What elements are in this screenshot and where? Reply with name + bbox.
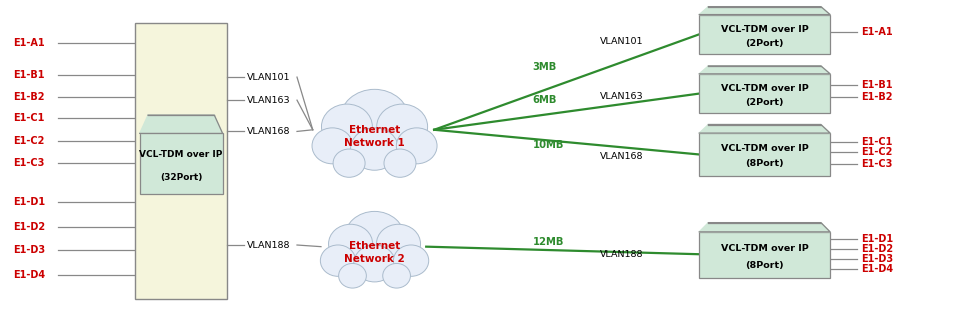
Ellipse shape [394,245,429,276]
Text: VCL-TDM over IP: VCL-TDM over IP [721,84,809,93]
FancyBboxPatch shape [699,74,830,113]
Text: E1-D1: E1-D1 [861,234,893,244]
Text: E1-C3: E1-C3 [13,158,45,168]
Text: E1-C3: E1-C3 [861,159,892,169]
Text: 3MB: 3MB [533,62,557,72]
Ellipse shape [329,224,372,264]
FancyBboxPatch shape [699,232,830,278]
FancyBboxPatch shape [135,23,227,299]
Ellipse shape [339,89,409,151]
Text: VLAN101: VLAN101 [601,37,643,46]
Text: E1-A1: E1-A1 [13,38,45,47]
Text: 6MB: 6MB [533,95,557,105]
FancyBboxPatch shape [699,15,830,54]
Text: E1-C1: E1-C1 [13,113,45,123]
Text: E1-B2: E1-B2 [13,92,45,102]
Text: E1-B2: E1-B2 [861,92,892,102]
Text: 12MB: 12MB [533,237,564,247]
Ellipse shape [354,245,396,282]
Text: E1-B1: E1-B1 [13,70,45,80]
Text: E1-A1: E1-A1 [861,27,892,37]
Text: (8Port): (8Port) [746,159,784,168]
Text: E1-C2: E1-C2 [13,136,45,146]
Text: Ethernet
Network 1: Ethernet Network 1 [344,124,405,148]
Ellipse shape [322,104,372,149]
Text: E1-C2: E1-C2 [861,147,892,157]
Text: Ethernet
Network 2: Ethernet Network 2 [344,241,405,264]
Text: E1-D2: E1-D2 [861,244,893,254]
Text: VLAN168: VLAN168 [601,152,643,161]
FancyBboxPatch shape [140,133,223,194]
Text: 10MB: 10MB [533,139,564,150]
Polygon shape [699,66,830,74]
Text: (8Port): (8Port) [746,261,784,270]
Text: E1-D4: E1-D4 [13,270,45,280]
Ellipse shape [344,211,404,265]
Text: E1-D4: E1-D4 [861,264,893,274]
Text: VCL-TDM over IP: VCL-TDM over IP [140,150,223,159]
Ellipse shape [338,264,366,288]
Text: (2Port): (2Port) [746,39,783,47]
Text: VLAN188: VLAN188 [601,250,643,259]
Text: (32Port): (32Port) [160,173,202,182]
Polygon shape [699,223,830,232]
Text: VLAN163: VLAN163 [247,96,291,105]
Text: VLAN188: VLAN188 [247,240,290,250]
Text: VCL-TDM over IP: VCL-TDM over IP [721,144,809,153]
FancyBboxPatch shape [699,133,830,176]
Text: E1-D1: E1-D1 [13,197,45,207]
Ellipse shape [321,245,356,276]
Ellipse shape [312,128,353,164]
Text: (2Port): (2Port) [746,98,783,107]
Text: E1-D2: E1-D2 [13,222,45,232]
Ellipse shape [376,224,421,264]
Ellipse shape [377,104,428,149]
Text: E1-D3: E1-D3 [861,254,893,264]
Polygon shape [699,7,830,15]
Polygon shape [140,115,223,133]
Text: VCL-TDM over IP: VCL-TDM over IP [721,244,809,253]
Ellipse shape [384,149,416,177]
Ellipse shape [383,264,410,288]
Ellipse shape [333,149,365,177]
Ellipse shape [351,128,399,170]
Text: VCL-TDM over IP: VCL-TDM over IP [721,25,809,34]
Text: E1-D3: E1-D3 [13,245,45,255]
Text: VLAN168: VLAN168 [247,127,290,136]
Polygon shape [699,124,830,133]
Text: E1-C1: E1-C1 [861,137,892,147]
Text: VLAN163: VLAN163 [601,92,644,101]
Text: E1-B1: E1-B1 [861,80,892,90]
Ellipse shape [397,128,437,164]
Text: VLAN101: VLAN101 [247,73,290,82]
